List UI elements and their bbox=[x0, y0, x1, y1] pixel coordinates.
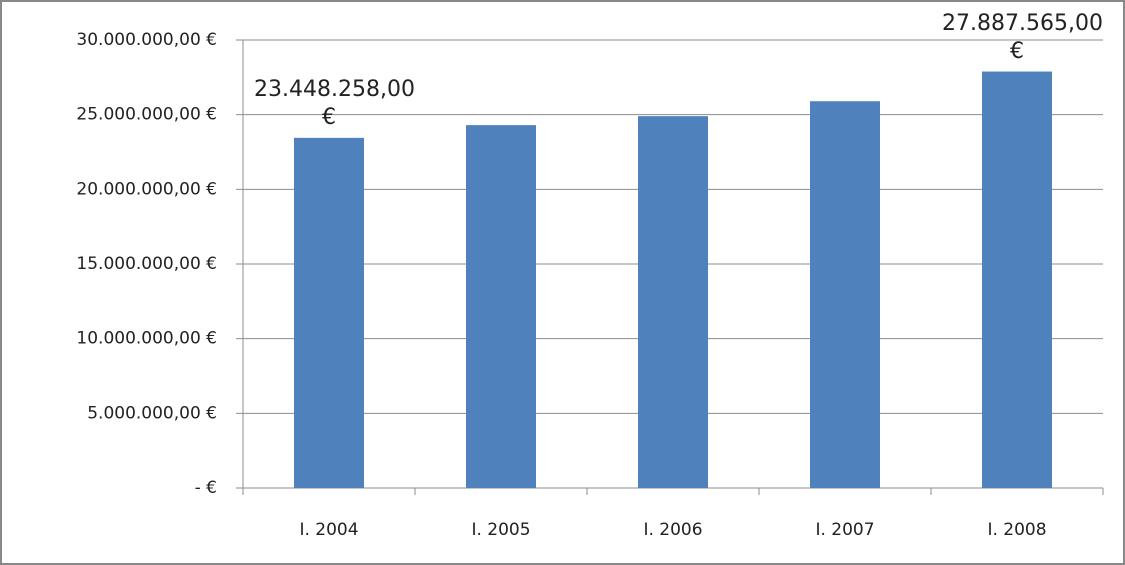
data-label: 27.887.565,00 € bbox=[942, 10, 1103, 64]
y-tick-label: 30.000.000,00 € bbox=[76, 30, 217, 50]
bar bbox=[810, 101, 880, 488]
x-tick-label: I. 2006 bbox=[643, 520, 702, 540]
y-tick-label: 10.000.000,00 € bbox=[76, 329, 217, 349]
y-tick-label: 25.000.000,00 € bbox=[76, 105, 217, 125]
bar bbox=[638, 116, 708, 488]
x-tick-label: I. 2005 bbox=[471, 520, 530, 540]
x-tick-label: I. 2007 bbox=[815, 520, 874, 540]
x-tick-label: I. 2008 bbox=[987, 520, 1046, 540]
y-tick-label: - € bbox=[195, 478, 217, 498]
y-tick-label: 5.000.000,00 € bbox=[87, 403, 217, 423]
bar bbox=[982, 71, 1052, 489]
bar bbox=[466, 125, 536, 489]
y-tick-label: 20.000.000,00 € bbox=[76, 179, 217, 199]
data-label: 23.448.258,00 € bbox=[254, 76, 415, 130]
bar bbox=[294, 137, 364, 488]
y-tick-label: 15.000.000,00 € bbox=[76, 254, 217, 274]
x-tick-label: I. 2004 bbox=[299, 520, 358, 540]
